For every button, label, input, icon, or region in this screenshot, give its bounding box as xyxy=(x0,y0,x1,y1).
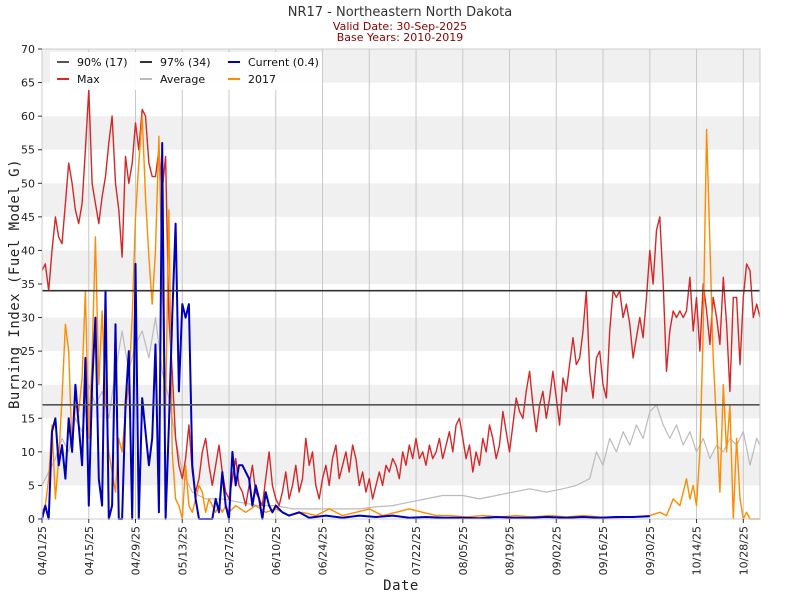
x-tick-label: 04/15/25 xyxy=(83,526,96,575)
y-tick-label: 15 xyxy=(21,412,35,425)
x-tick-label: 09/16/25 xyxy=(597,526,610,575)
chart-subtitle-base-years: Base Years: 2010-2019 xyxy=(337,31,463,44)
x-tick-label: 05/13/25 xyxy=(176,526,189,575)
legend: 90% (17) 97% (34) Current (0.4) Max Aver… xyxy=(50,52,322,90)
x-axis-label: Date xyxy=(383,578,419,594)
y-tick-label: 0 xyxy=(28,513,35,526)
background-bands xyxy=(42,49,760,519)
grid-band xyxy=(42,317,760,352)
grid-band xyxy=(42,116,760,150)
x-tick-label: 06/24/25 xyxy=(317,526,330,575)
y-tick-label: 30 xyxy=(21,312,35,325)
legend-label-2017: 2017 xyxy=(248,73,276,86)
legend-label-current: Current (0.4) xyxy=(248,56,319,69)
grid-band xyxy=(42,183,760,217)
legend-box xyxy=(50,52,322,90)
legend-label-90pct: 90% (17) xyxy=(77,56,128,69)
series-layer xyxy=(41,88,761,520)
y-tick-label: 40 xyxy=(21,244,35,257)
grid-band xyxy=(42,418,760,452)
threshold-lines xyxy=(42,289,760,406)
x-tick-label: 10/14/25 xyxy=(691,526,704,575)
x-tick-label: 04/01/25 xyxy=(36,526,49,575)
chart-title: NR17 - Northeastern North Dakota xyxy=(288,5,513,20)
y-tick-label: 50 xyxy=(21,177,35,190)
grid-band xyxy=(42,384,760,419)
y-tick-label: 25 xyxy=(21,345,35,358)
x-axis-ticks: 04/01/25 04/15/25 04/29/25 05/13/25 05/27/25… xyxy=(36,519,750,575)
x-tick-label: 09/02/25 xyxy=(550,526,563,575)
y-tick-label: 60 xyxy=(21,110,35,123)
grid-band xyxy=(42,216,760,251)
y-tick-label: 65 xyxy=(21,77,35,90)
x-tick-label: 07/22/25 xyxy=(410,526,423,575)
legend-label-max: Max xyxy=(77,73,100,86)
grid-band xyxy=(42,485,760,519)
x-tick-label: 08/19/25 xyxy=(504,526,517,575)
legend-label-average: Average xyxy=(160,73,205,86)
y-axis-label: Burning Index (Fuel Model G) xyxy=(7,159,23,409)
y-tick-label: 55 xyxy=(21,144,35,157)
chart-subtitle-valid-date: Valid Date: 30-Sep-2025 xyxy=(333,20,467,33)
x-tick-label: 05/27/25 xyxy=(223,526,236,575)
x-tick-label: 07/08/25 xyxy=(363,526,376,575)
x-tick-label: 08/05/25 xyxy=(457,526,470,575)
y-tick-label: 35 xyxy=(21,278,35,291)
series-line-current-0-4- xyxy=(41,142,650,520)
x-tick-label: 10/28/25 xyxy=(737,526,750,575)
legend-label-97pct: 97% (34) xyxy=(160,56,211,69)
series-line-average xyxy=(41,317,761,510)
y-tick-label: 20 xyxy=(21,379,35,392)
y-tick-label: 10 xyxy=(21,446,35,459)
x-tick-label: 04/29/25 xyxy=(130,526,143,575)
x-tick-label: 09/30/25 xyxy=(644,526,657,575)
y-tick-label: 45 xyxy=(21,211,35,224)
y-tick-label: 5 xyxy=(28,479,35,492)
y-tick-label: 70 xyxy=(21,43,35,56)
grid-band xyxy=(42,284,760,318)
y-axis-ticks: 0 5 10 15 20 25 30 35 40 45 50 55 60 65 70 xyxy=(21,43,42,526)
x-tick-label: 06/10/25 xyxy=(270,526,283,575)
